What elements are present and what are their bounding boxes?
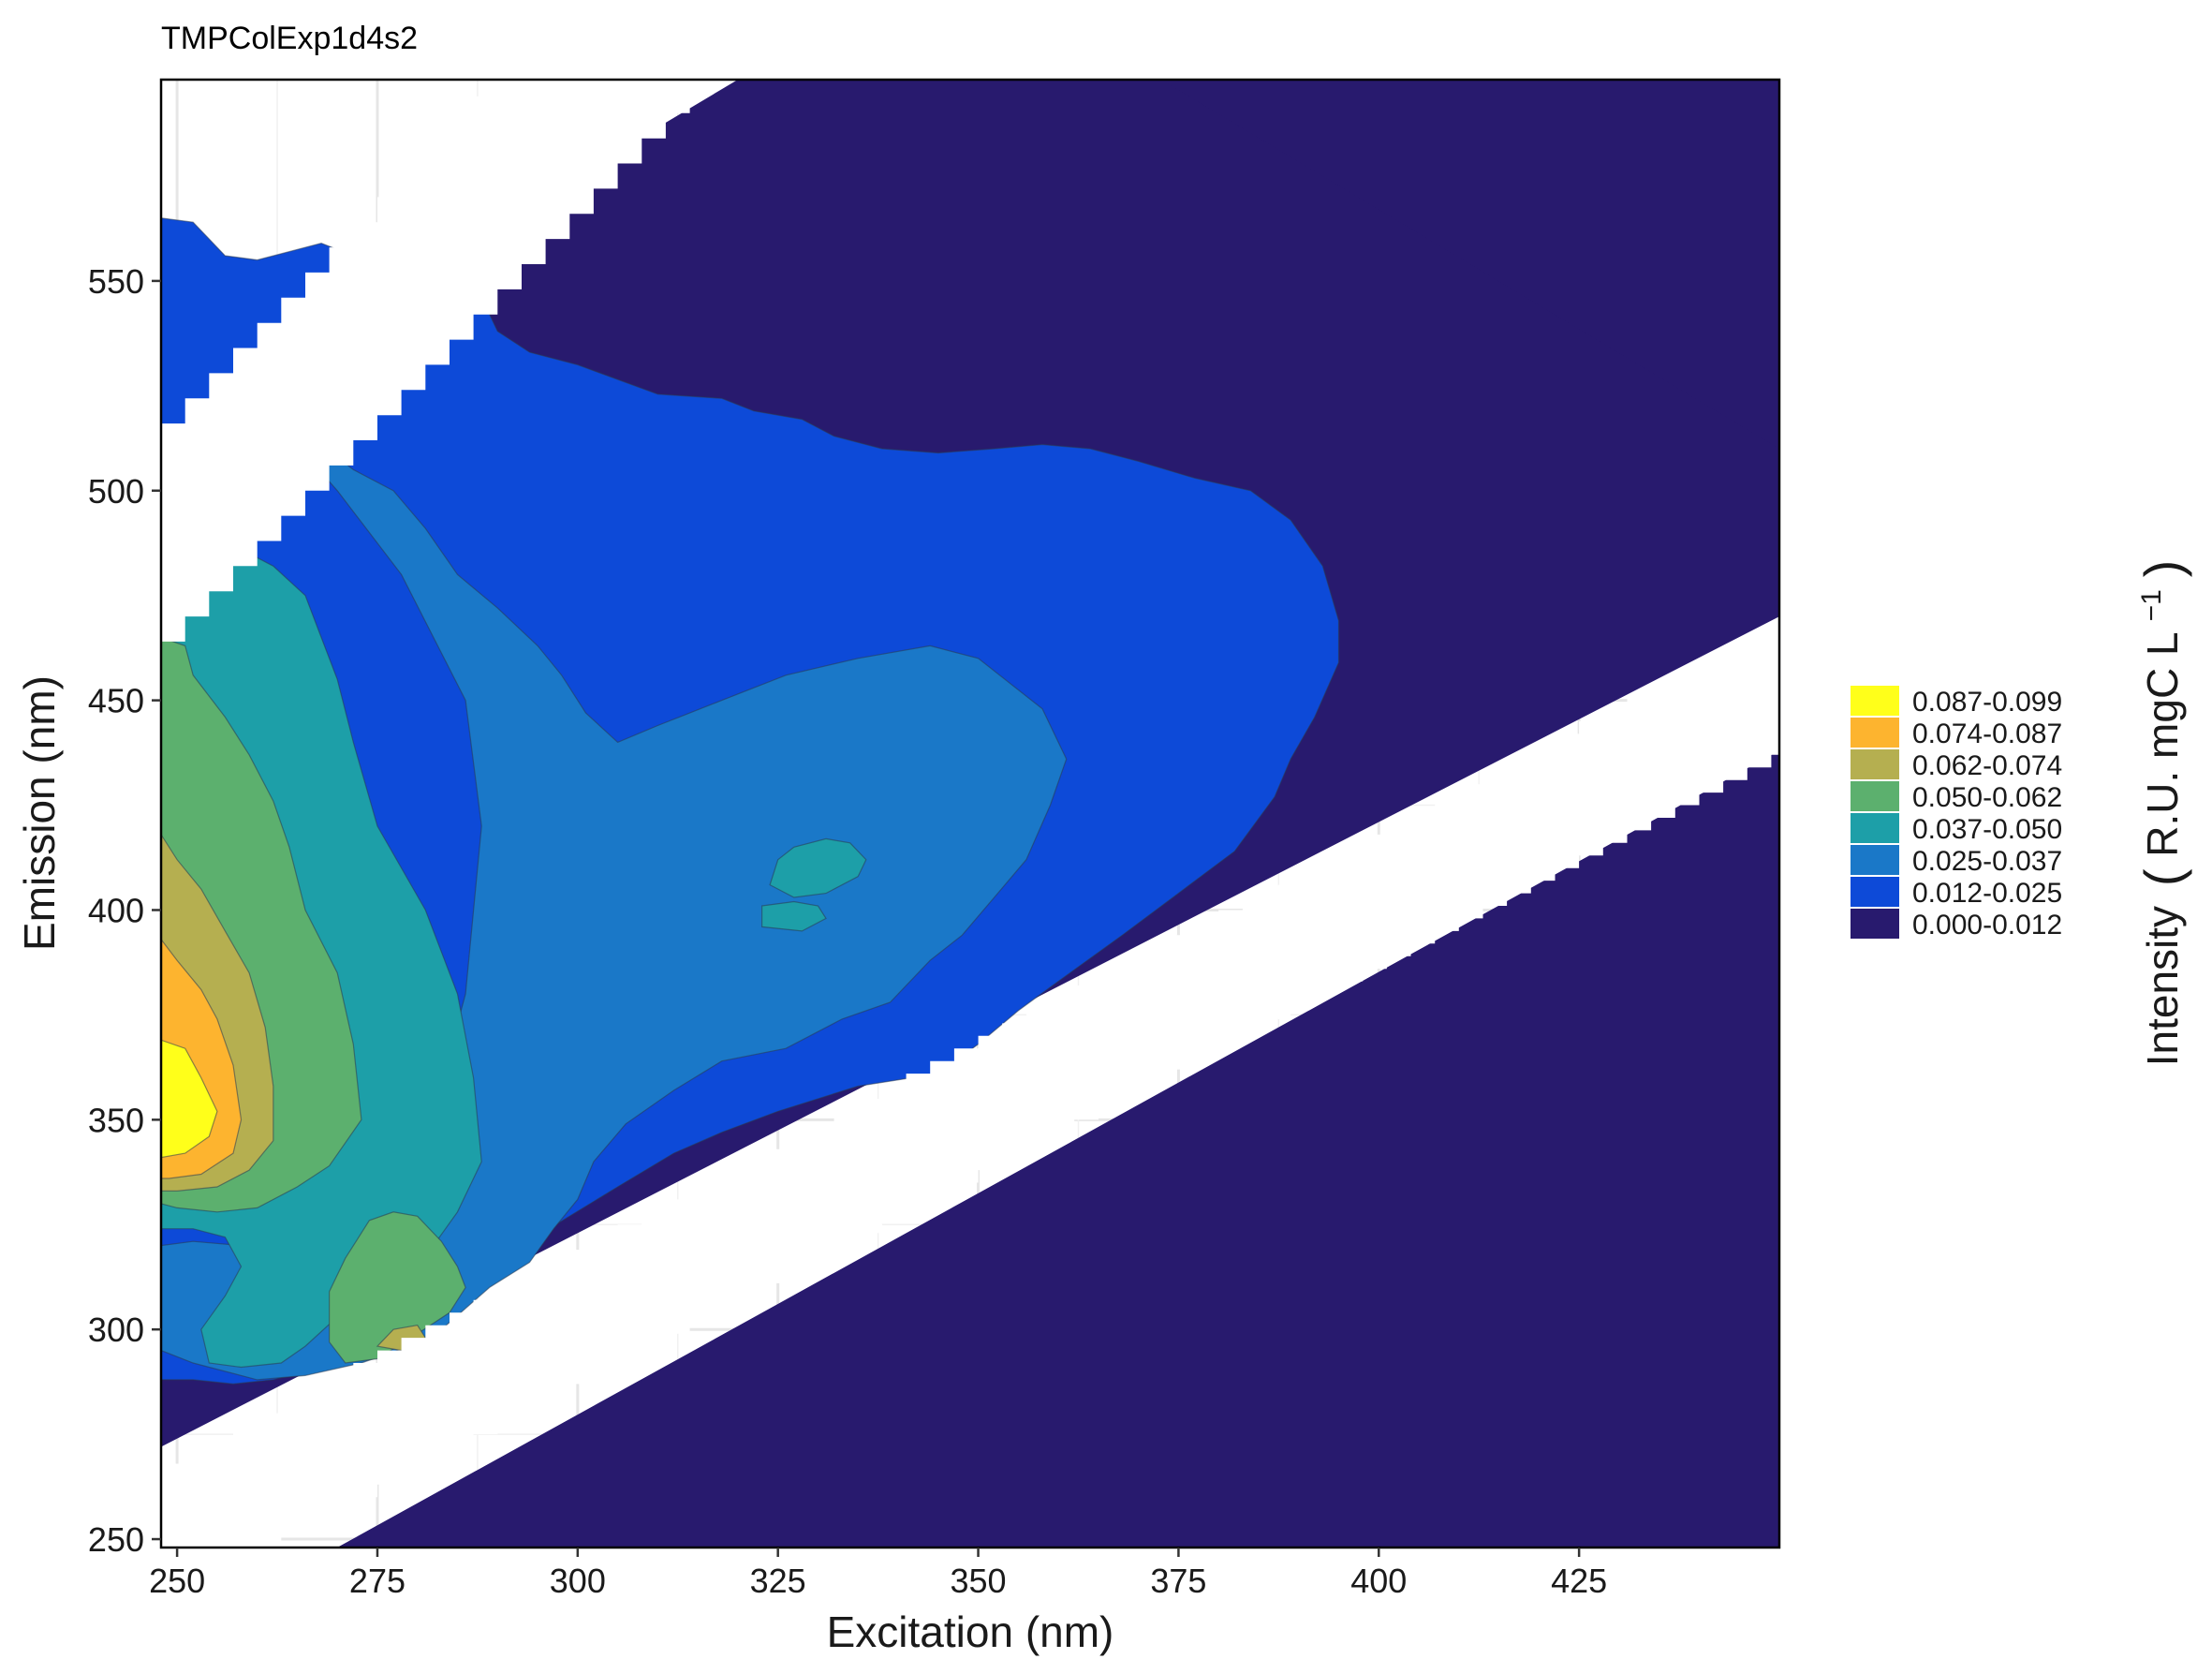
legend-label: 0.074-0.087 — [1912, 718, 2062, 749]
legend-swatch — [1851, 749, 1899, 779]
legend-swatch — [1851, 686, 1899, 716]
x-tick-label: 325 — [750, 1562, 806, 1600]
legend-swatch — [1851, 877, 1899, 907]
legend-swatch — [1851, 909, 1899, 939]
x-tick-label: 425 — [1551, 1562, 1607, 1600]
legend-label: 0.025-0.037 — [1912, 846, 2062, 877]
legend-label: 0.050-0.062 — [1912, 782, 2062, 813]
legend-label: 0.037-0.050 — [1912, 814, 2062, 845]
x-tick-label: 400 — [1350, 1562, 1407, 1600]
rayleigh-second-order-band — [161, 80, 715, 642]
legend-swatch — [1851, 781, 1899, 811]
contour-region-lowest — [497, 80, 1779, 449]
legend-title-units: R.U. mgC L — [2138, 632, 2187, 857]
y-axis: 250 300 350 400 450 500 550 — [88, 262, 161, 1559]
legend-swatch — [1851, 813, 1899, 843]
rayleigh-first-order-band — [161, 620, 1779, 1548]
legend-title: Intensity ( R.U. mgC L −1 ) — [2121, 560, 2192, 1067]
legend-swatch — [1851, 845, 1899, 875]
x-axis-label: Excitation (nm) — [827, 1607, 1114, 1656]
y-tick-label: 500 — [88, 472, 144, 511]
y-axis-label: Emission (nm) — [15, 675, 64, 951]
y-tick-label: 400 — [88, 891, 144, 929]
y-tick-label: 250 — [88, 1520, 144, 1559]
y-tick-label: 300 — [88, 1311, 144, 1349]
legend-label: 0.000-0.012 — [1912, 910, 2062, 941]
legend-label: 0.012-0.025 — [1912, 878, 2062, 909]
scatter-mask-layer — [161, 80, 1779, 1548]
chart-title: TMPColExp1d4s2 — [161, 21, 418, 56]
plot-area — [161, 80, 1779, 1548]
y-tick-label: 350 — [88, 1101, 144, 1139]
legend-title-exponent: −1 — [2136, 589, 2167, 621]
x-tick-label: 250 — [149, 1562, 205, 1600]
plot-border — [159, 78, 1781, 1549]
x-tick-label: 350 — [951, 1562, 1007, 1600]
y-tick-label: 550 — [88, 262, 144, 301]
x-axis: 250 275 300 325 350 375 400 425 — [149, 1548, 1607, 1600]
contour-region-lowest — [161, 750, 1779, 1548]
y-tick-label: 450 — [88, 682, 144, 720]
x-tick-label: 375 — [1150, 1562, 1206, 1600]
x-tick-label: 275 — [349, 1562, 406, 1600]
contour-region — [329, 1211, 466, 1364]
legend: 0.087-0.0990.074-0.0870.062-0.0740.050-0… — [1851, 686, 2062, 941]
contour-region — [760, 900, 827, 932]
legend-label: 0.087-0.099 — [1912, 687, 2062, 718]
svg-text:Intensity ( R.U. m: Intensity ( R.U. mgC L −1 ) — [2121, 560, 2192, 1067]
x-tick-label: 300 — [550, 1562, 606, 1600]
contour-region — [161, 1039, 218, 1159]
legend-title-main: Intensity — [2138, 906, 2187, 1066]
contour-region — [769, 837, 867, 898]
legend-swatch — [1851, 718, 1899, 748]
legend-label: 0.062-0.074 — [1912, 750, 2062, 781]
